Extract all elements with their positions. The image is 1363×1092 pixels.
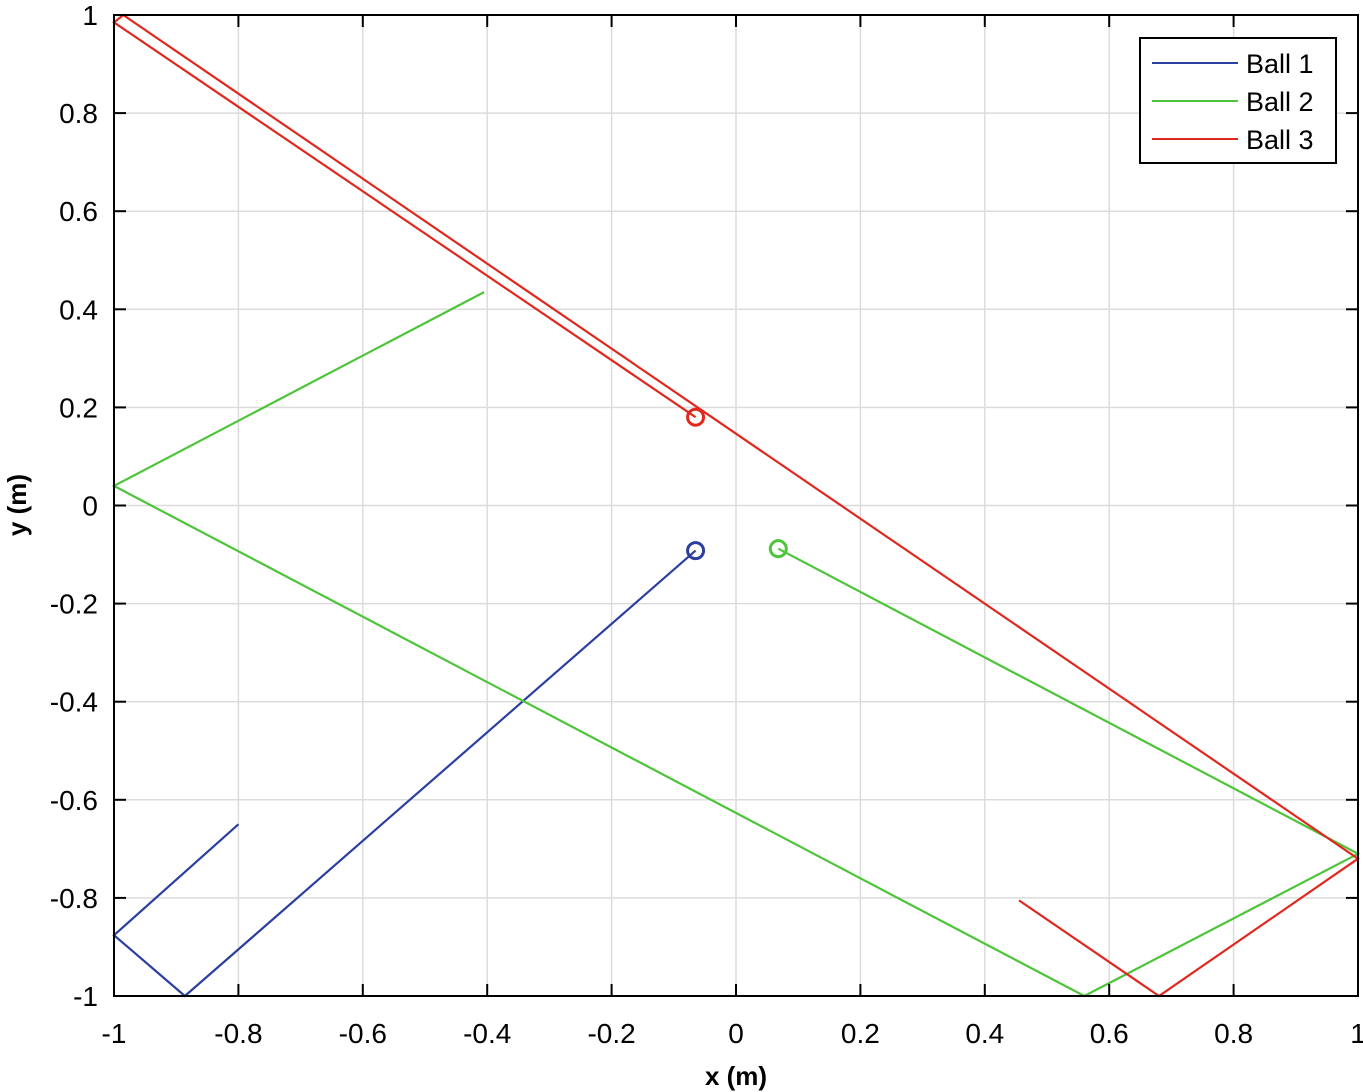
- x-tick-label: 0.6: [1090, 1018, 1129, 1049]
- x-axis-label: x (m): [705, 1061, 767, 1091]
- y-tick-label: 0.8: [59, 98, 98, 129]
- tick-labels: -1 -0.8 -0.6 -0.4 -0.2 0 0.2 0.4 0.6 0.8 1 -1 -0.8 -0…: [50, 0, 1363, 1049]
- y-tick-label: 0: [82, 491, 98, 522]
- x-tick-label: 0.8: [1214, 1018, 1253, 1049]
- y-tick-label: 0.4: [59, 294, 98, 325]
- legend-label-ball-2: Ball 2: [1246, 87, 1314, 117]
- x-tick-label: -0.4: [463, 1018, 511, 1049]
- y-tick-label: -0.6: [50, 785, 98, 816]
- y-tick-label: -0.4: [50, 687, 98, 718]
- y-tick-label: -0.2: [50, 589, 98, 620]
- start-marker-ball-1: [686, 541, 706, 561]
- legend-label-ball-1: Ball 1: [1246, 49, 1314, 79]
- y-tick-label: 0.6: [59, 196, 98, 227]
- series-line-ball-3: [112, 13, 1360, 998]
- series-line-ball-1: [112, 549, 697, 998]
- legend: Ball 1 Ball 2 Ball 3: [1139, 37, 1337, 164]
- start-marker-ball-2: [768, 539, 788, 559]
- legend-label-ball-3: Ball 3: [1246, 125, 1314, 155]
- x-tick-label: 0: [728, 1018, 744, 1049]
- y-tick-label: 1: [82, 0, 98, 31]
- x-tick-label: -0.8: [214, 1018, 262, 1049]
- x-tick-label: 0.4: [965, 1018, 1004, 1049]
- y-tick-label: -1: [73, 981, 98, 1012]
- y-tick-label: 0.2: [59, 392, 98, 423]
- axis-ticks: [113, 14, 1359, 997]
- start-marker-ball-3: [686, 407, 706, 427]
- x-tick-label: -0.6: [339, 1018, 387, 1049]
- x-tick-label: -0.2: [587, 1018, 635, 1049]
- x-tick-label: -1: [102, 1018, 127, 1049]
- x-tick-label: 0.2: [841, 1018, 880, 1049]
- y-tick-label: -0.8: [50, 883, 98, 914]
- y-axis-label: y (m): [2, 474, 32, 536]
- x-tick-label: 1: [1350, 1018, 1363, 1049]
